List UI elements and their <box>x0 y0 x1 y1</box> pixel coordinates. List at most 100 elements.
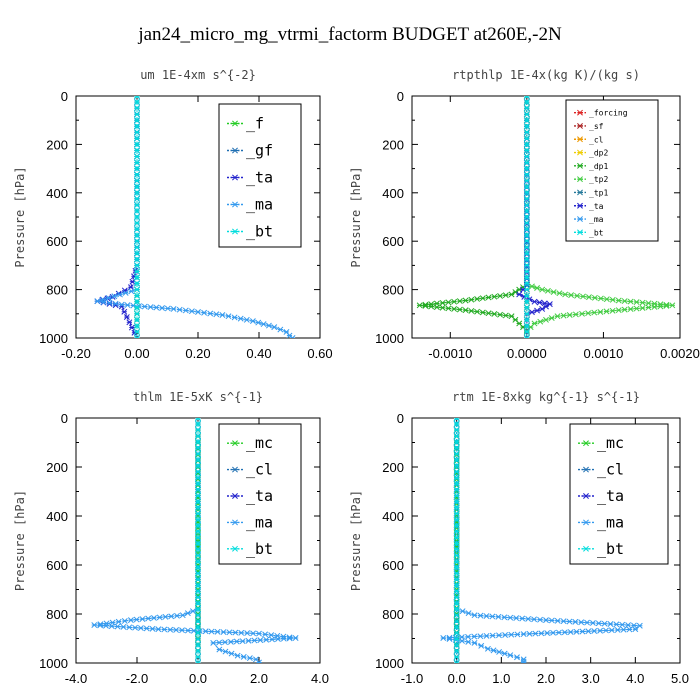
data-point <box>136 96 140 99</box>
legend-label: _bt <box>246 540 273 558</box>
data-point <box>134 96 138 99</box>
series-group <box>416 96 676 338</box>
legend-label: _cl <box>597 461 624 479</box>
panel-title: thlm 1E-5xK s^{-1} <box>133 390 263 404</box>
panel-title: rtpthlp 1E-4x(kg K)/(kg s) <box>452 68 640 82</box>
figure-title: jan24_micro_mg_vtrmi_factorm BUDGET at26… <box>137 24 562 45</box>
chart-panel: rtm 1E-8xkg kg^{-1} s^{-1} 0 200 400 600 800 1… <box>349 390 689 686</box>
y-tick-label: 400 <box>382 186 404 201</box>
legend: _forcing _sf _cl _dp2 _dp1 _tp2 _tp1 _ta _ma _bt <box>565 99 659 242</box>
y-tick-label: 0 <box>61 411 68 426</box>
data-point <box>523 335 528 338</box>
legend-label: _ta <box>246 169 273 187</box>
x-tick-label: -0.0010 <box>428 346 472 361</box>
y-tick-label: 200 <box>382 460 404 475</box>
legend-label: _ma <box>597 513 624 531</box>
data-point <box>523 96 528 99</box>
data-point <box>197 418 201 421</box>
legend-label: _ta <box>597 487 624 505</box>
y-tick-label: 400 <box>382 509 404 524</box>
y-tick-label: 0 <box>397 411 404 426</box>
x-tick-label: 0.00 <box>124 346 149 361</box>
data-point <box>195 660 199 663</box>
x-tick-label: 0.20 <box>185 346 210 361</box>
y-tick-label: 600 <box>46 234 68 249</box>
chart-panel: thlm 1E-5xK s^{-1} 0 200 400 600 800 1000-4.0 -… <box>13 390 329 686</box>
x-tick-label: -2.0 <box>126 671 148 686</box>
x-tick-label: 2.0 <box>250 671 268 686</box>
x-tick-label: -1.0 <box>401 671 423 686</box>
y-tick-label: 200 <box>382 137 404 152</box>
x-tick-label: 0.0020 <box>660 346 700 361</box>
x-tick-label: 4.0 <box>626 671 644 686</box>
y-axis-label: Pressure [hPa] <box>13 490 27 591</box>
legend: _mc _cl _ta _ma _bt <box>218 423 302 565</box>
legend-label: _forcing <box>589 109 628 118</box>
x-tick-label: 0.0000 <box>507 346 547 361</box>
y-tick-label: 200 <box>46 460 68 475</box>
data-point <box>289 335 294 338</box>
legend-label: _ta <box>246 487 273 505</box>
y-tick-label: 1000 <box>375 331 404 346</box>
legend-label: _ma <box>246 196 273 214</box>
x-tick-label: 0.60 <box>307 346 332 361</box>
x-tick-label: 3.0 <box>582 671 600 686</box>
data-point <box>453 660 458 663</box>
y-tick-label: 1000 <box>375 656 404 671</box>
legend-label: _f <box>246 115 264 133</box>
legend-box <box>569 423 669 565</box>
x-tick-label: 4.0 <box>311 671 329 686</box>
legend: _mc _cl _ta _ma _bt <box>569 423 669 565</box>
y-tick-label: 800 <box>382 607 404 622</box>
x-tick-label: 1.0 <box>492 671 510 686</box>
panel-title: um 1E-4xm s^{-2} <box>140 68 256 82</box>
chart-panel: rtpthlp 1E-4x(kg K)/(kg s) 0 200 400 600 800 1… <box>349 68 700 361</box>
y-tick-label: 800 <box>46 607 68 622</box>
legend-label: _mc <box>246 434 273 452</box>
data-point <box>455 418 460 421</box>
legend-label: _bt <box>597 540 624 558</box>
legend-label: _bt <box>589 228 604 237</box>
legend-label: _cl <box>589 135 604 144</box>
x-tick-label: 0.0 <box>189 671 207 686</box>
y-tick-label: 400 <box>46 509 68 524</box>
panel-title: rtm 1E-8xkg kg^{-1} s^{-1} <box>452 390 640 404</box>
data-point <box>453 418 458 421</box>
legend-label: _gf <box>246 142 273 160</box>
y-tick-label: 600 <box>46 558 68 573</box>
data-point <box>195 418 199 421</box>
y-tick-label: 800 <box>46 283 68 298</box>
legend: _f _gf _ta _ma _bt <box>218 103 302 248</box>
legend-label: _bt <box>246 223 273 241</box>
legend-label: _dp1 <box>589 162 608 171</box>
x-tick-label: 0.40 <box>246 346 271 361</box>
data-point <box>291 335 296 338</box>
data-point <box>134 335 138 338</box>
y-tick-label: 600 <box>382 558 404 573</box>
series-group <box>91 418 299 663</box>
y-tick-label: 600 <box>382 234 404 249</box>
y-axis-label: Pressure [hPa] <box>349 490 363 591</box>
y-tick-label: 200 <box>46 137 68 152</box>
legend-label: _tp2 <box>589 175 608 184</box>
legend-label: _ta <box>589 202 604 211</box>
y-tick-label: 0 <box>61 89 68 104</box>
y-tick-label: 400 <box>46 186 68 201</box>
data-point <box>197 660 201 663</box>
legend-label: _dp2 <box>589 149 608 158</box>
data-point <box>526 96 530 99</box>
x-tick-label: 2.0 <box>537 671 555 686</box>
y-tick-label: 1000 <box>39 656 68 671</box>
legend-label: _mc <box>597 434 624 452</box>
y-tick-label: 1000 <box>39 331 68 346</box>
x-tick-label: 5.0 <box>671 671 689 686</box>
legend-label: _ma <box>246 513 273 531</box>
legend-label: _tp1 <box>589 188 608 197</box>
x-tick-label: -4.0 <box>65 671 87 686</box>
data-point <box>136 335 140 338</box>
y-axis-label: Pressure [hPa] <box>349 166 363 267</box>
data-point <box>455 660 460 663</box>
y-tick-label: 0 <box>397 89 404 104</box>
